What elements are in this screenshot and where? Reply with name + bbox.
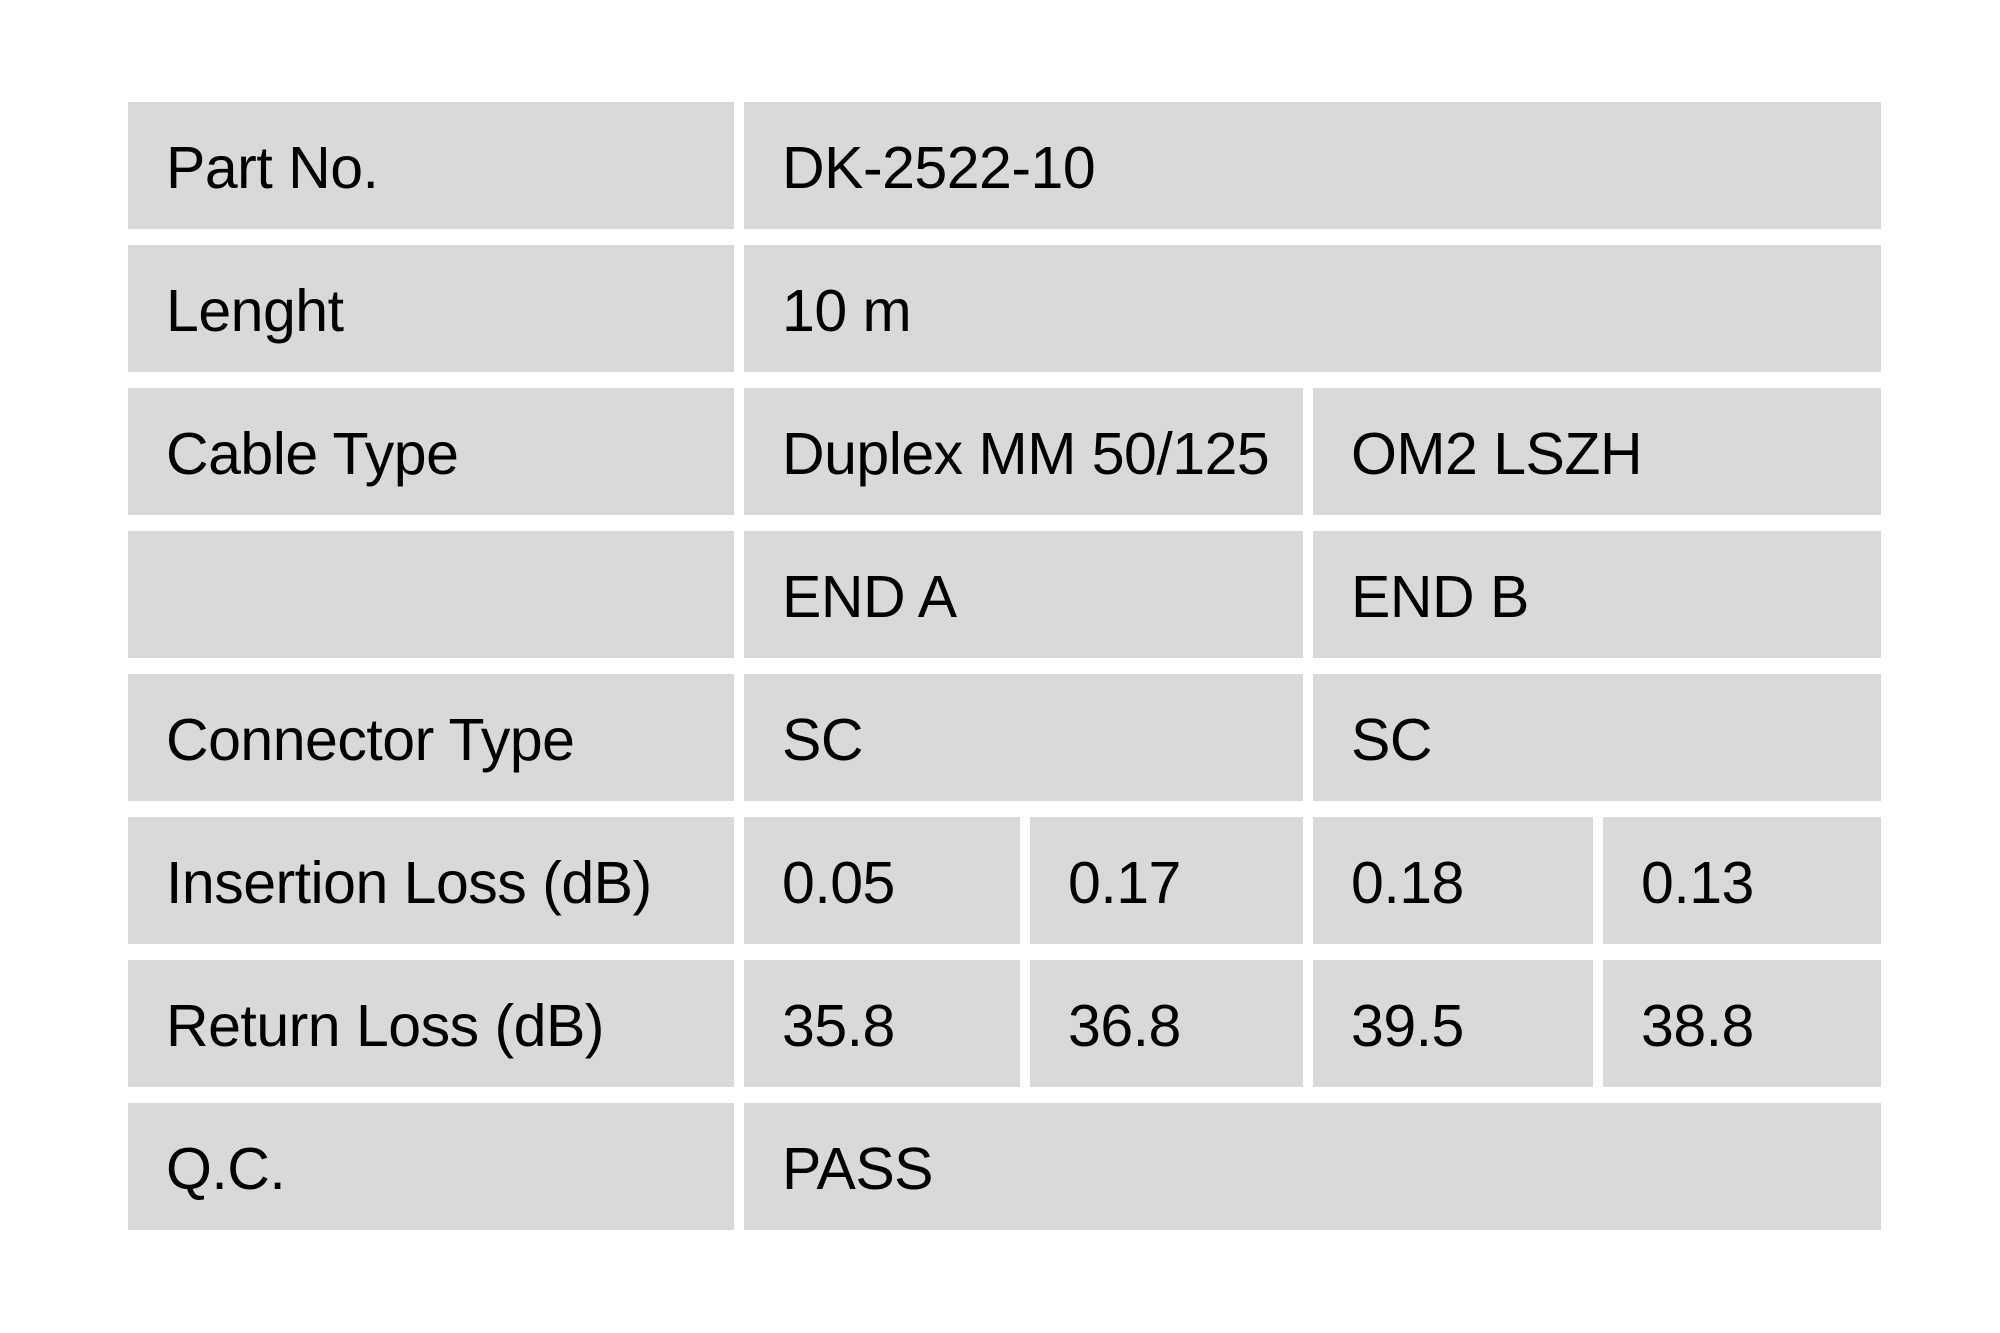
row-label-blank	[128, 531, 734, 658]
row-label-length: Lenght	[128, 245, 734, 372]
value-return-loss-a2: 36.8	[1030, 960, 1303, 1087]
row-label-insertion-loss: Insertion Loss (dB)	[128, 817, 734, 944]
value-length: 10 m	[744, 245, 1881, 372]
row-label-return-loss: Return Loss (dB)	[128, 960, 734, 1087]
value-return-loss-b2: 38.8	[1603, 960, 1881, 1087]
value-cable-type-b: OM2 LSZH	[1313, 388, 1881, 515]
row-label-qc: Q.C.	[128, 1103, 734, 1230]
value-insertion-loss-b2: 0.13	[1603, 817, 1881, 944]
value-insertion-loss-a1: 0.05	[744, 817, 1020, 944]
value-connector-a: SC	[744, 674, 1303, 801]
value-part-no: DK-2522-10	[744, 102, 1881, 229]
header-end-b: END B	[1313, 531, 1881, 658]
value-insertion-loss-a2: 0.17	[1030, 817, 1303, 944]
row-label-part-no: Part No.	[128, 102, 734, 229]
value-connector-b: SC	[1313, 674, 1881, 801]
row-label-cable-type: Cable Type	[128, 388, 734, 515]
value-insertion-loss-b1: 0.18	[1313, 817, 1593, 944]
header-end-a: END A	[744, 531, 1303, 658]
value-return-loss-b1: 39.5	[1313, 960, 1593, 1087]
row-label-connector-type: Connector Type	[128, 674, 734, 801]
value-cable-type-a: Duplex MM 50/125	[744, 388, 1303, 515]
qc-table: Part No. DK-2522-10 Lenght 10 m Cable Ty…	[128, 102, 1881, 1230]
value-qc-result: PASS	[744, 1103, 1881, 1230]
value-return-loss-a1: 35.8	[744, 960, 1020, 1087]
